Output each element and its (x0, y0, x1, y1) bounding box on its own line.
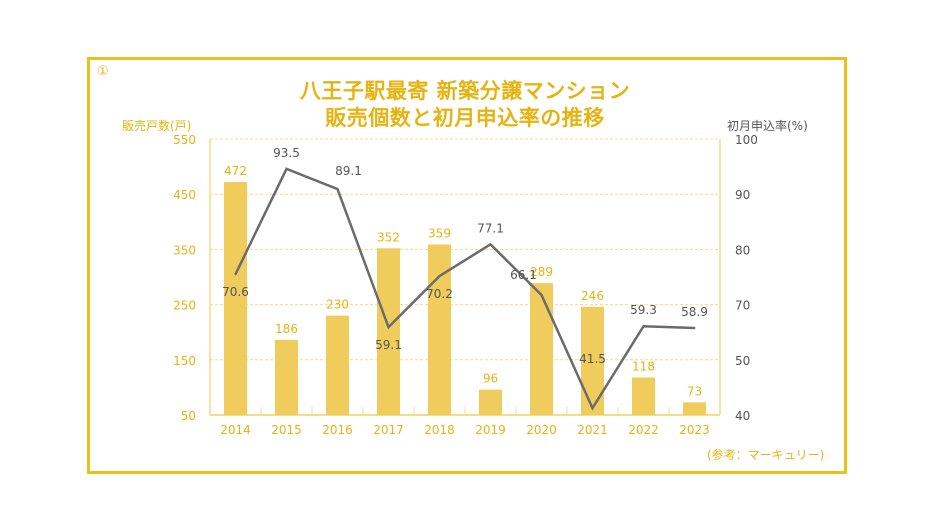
rate-value-label: 41.5 (579, 352, 606, 366)
rate-point (285, 167, 288, 170)
x-tick-label: 2023 (679, 423, 710, 437)
bar (428, 244, 451, 415)
rate-point (234, 273, 237, 276)
left-tick-label: 250 (173, 299, 196, 313)
right-tick-label: 40 (735, 409, 750, 423)
left-axis-label: 販売戸数(戸) (122, 119, 192, 133)
rate-value-label: 93.5 (273, 146, 300, 160)
bar-value-label: 352 (377, 230, 400, 244)
bar (275, 339, 298, 415)
x-tick-label: 2019 (475, 423, 506, 437)
bar-value-label: 96 (483, 372, 498, 386)
left-tick-label: 50 (181, 409, 196, 423)
left-tick-label: 450 (173, 188, 196, 202)
x-tick-label: 2016 (322, 423, 353, 437)
bar-value-label: 118 (632, 359, 655, 373)
rate-value-label: 58.9 (681, 305, 708, 319)
chart-frame (87, 57, 847, 474)
left-tick-label: 150 (173, 354, 196, 368)
right-tick-label: 100 (735, 133, 758, 147)
right-axis-label: 初月申込率(%) (727, 119, 808, 133)
bar (326, 315, 349, 415)
chart-subtitle: 販売個数と初月申込率の推移 (325, 106, 605, 130)
bar (581, 306, 604, 415)
chart-title: 八王子駅最寄 新築分譲マンション (299, 79, 631, 103)
bar (377, 248, 400, 415)
rate-value-label: 70.6 (222, 285, 249, 299)
x-tick-label: 2017 (373, 423, 404, 437)
right-tick-label: 90 (735, 188, 750, 202)
bar-value-label: 73 (687, 384, 702, 398)
rate-value-label: 77.1 (477, 221, 504, 235)
right-tick-label: 80 (735, 243, 750, 257)
rate-point (540, 293, 543, 296)
bar-value-label: 230 (326, 298, 349, 312)
rate-point (642, 325, 645, 328)
x-tick-label: 2018 (424, 423, 455, 437)
rate-point (591, 407, 594, 410)
rate-point (387, 326, 390, 329)
x-tick-label: 2021 (577, 423, 608, 437)
left-tick-label: 350 (173, 243, 196, 257)
bar-value-label: 246 (581, 289, 604, 303)
bar-value-label: 472 (224, 164, 247, 178)
bar (224, 182, 247, 415)
bar-value-label: 359 (428, 226, 451, 240)
x-tick-label: 2020 (526, 423, 557, 437)
bar (530, 283, 553, 415)
rate-point (693, 327, 696, 330)
rate-value-label: 89.1 (335, 164, 362, 178)
right-tick-label: 70 (735, 299, 750, 313)
rate-point (336, 188, 339, 191)
rate-value-label: 70.2 (426, 287, 453, 301)
bar-value-label: 186 (275, 322, 298, 336)
rate-value-label: 59.1 (375, 338, 402, 352)
rate-point (438, 275, 441, 278)
bar (683, 402, 706, 415)
bar-value-label: 289 (530, 265, 553, 279)
x-tick-label: 2022 (628, 423, 659, 437)
rate-line (234, 167, 695, 411)
bar (479, 389, 502, 415)
right-tick-label: 50 (735, 354, 750, 368)
x-tick-label: 2014 (220, 423, 251, 437)
bar (632, 377, 655, 415)
left-tick-label: 550 (173, 133, 196, 147)
x-tick-label: 2015 (271, 423, 302, 437)
rate-point (489, 243, 492, 246)
rate-value-label: 59.3 (630, 303, 657, 317)
figure-number: ① (97, 64, 109, 79)
rate-value-label: 66.1 (510, 268, 537, 282)
source-note: (参考：マーキュリー) (707, 448, 825, 462)
